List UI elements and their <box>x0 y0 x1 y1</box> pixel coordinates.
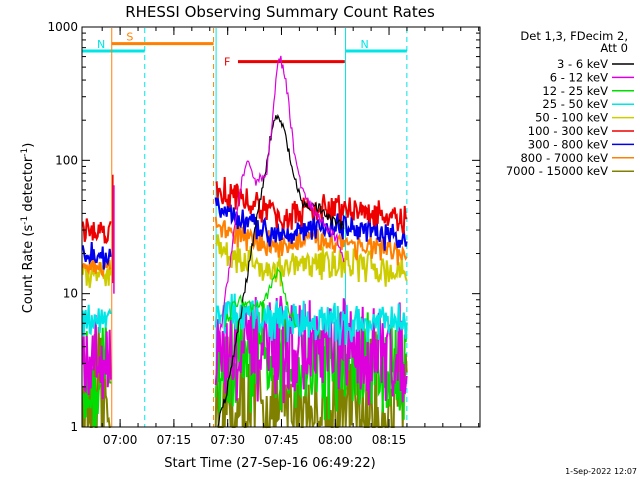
generated-timestamp: 1-Sep-2022 12:07 <box>565 467 637 476</box>
band-100-300-kev-11 <box>81 218 112 245</box>
band-25-50-kev-7 <box>214 293 408 346</box>
band-6-12-kev-4 <box>81 315 112 400</box>
legend-label-3: 25 - 50 keV <box>542 97 608 111</box>
x-tick-label-0745: 07:45 <box>264 433 299 447</box>
band-300-800-kev-14 <box>214 197 408 251</box>
x-tick-label-0800: 08:00 <box>318 433 353 447</box>
count-rate-curves <box>217 55 345 427</box>
y-tick-label-1: 1 <box>70 420 78 434</box>
attenuator-vlines <box>111 28 408 427</box>
y-tick-label-100: 100 <box>55 153 78 167</box>
x-axis-ticks: 07:00 07:15 07:30 07:45 08:00 08:15 <box>101 27 480 447</box>
legend-label-6: 300 - 800 keV <box>528 137 608 151</box>
band-7000-15000-kev-1 <box>214 327 408 429</box>
y-tick-label-1000: 1000 <box>47 20 78 34</box>
curve-6-12-kev <box>217 55 345 341</box>
band-50-100-kev-12 <box>214 234 408 287</box>
status-bar-label-f-3: F <box>224 56 230 69</box>
curve-12-25-kev <box>224 266 297 327</box>
x-tick-label-0715: 07:15 <box>157 433 192 447</box>
x-tick-label-0700: 07:00 <box>103 433 138 447</box>
x-axis-label: Start Time (27-Sep-16 06:49:22) <box>164 456 375 471</box>
legend-label-1: 6 - 12 keV <box>550 70 608 84</box>
status-bar-label-n-2: N <box>361 38 369 51</box>
legend-label-0: 3 - 6 keV <box>557 57 608 71</box>
x-tick-label-0730: 07:30 <box>210 433 245 447</box>
legend-label-4: 50 - 100 keV <box>535 111 608 125</box>
x-tick-label-0815: 08:15 <box>372 433 407 447</box>
legend-label-8: 7000 - 15000 keV <box>506 164 608 178</box>
band-300-800-kev-10 <box>81 242 112 270</box>
curve-3-6-kev <box>217 113 345 427</box>
y-axis-ticks: 1 10 100 1000 <box>47 20 480 434</box>
legend-label-7: 800 - 7000 keV <box>520 151 608 165</box>
status-bars: S N N F <box>82 31 407 69</box>
y-tick-label-10: 10 <box>63 287 78 301</box>
chart-title: RHESSI Observing Summary Count Rates <box>125 3 435 21</box>
band-12-25-kev-3 <box>214 301 408 420</box>
band-6-12-kev-5 <box>214 295 408 406</box>
count-rate-bands <box>81 174 408 429</box>
legend-label-2: 12 - 25 keV <box>542 84 608 98</box>
status-bar-label-s-0: S <box>126 31 133 44</box>
legend-header-line-1: Det 1,3, FDecim 2, <box>520 29 628 43</box>
legend-header-line-2: Att 0 <box>600 41 628 55</box>
status-bar-label-n-1: N <box>97 38 105 51</box>
band-25-50-kev-6 <box>81 304 112 336</box>
y-axis-label: Count Rate (s-1 detector-1) <box>20 143 36 314</box>
band-50-100-kev-8 <box>81 260 112 289</box>
legend-label-5: 100 - 300 keV <box>528 124 608 138</box>
